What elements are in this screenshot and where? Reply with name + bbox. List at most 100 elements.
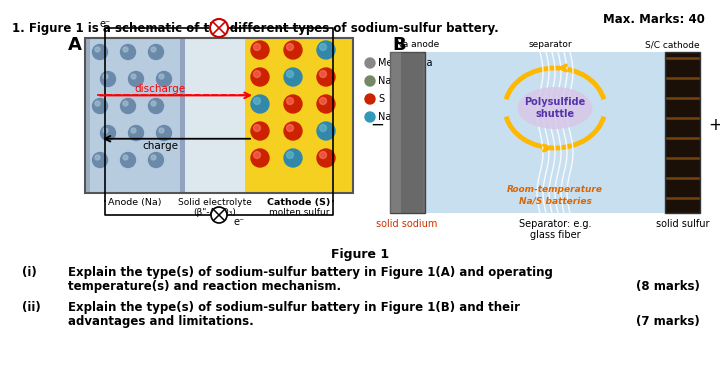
Circle shape xyxy=(287,125,294,131)
Circle shape xyxy=(103,128,108,133)
Text: e⁻: e⁻ xyxy=(234,217,245,227)
Circle shape xyxy=(120,45,135,59)
Text: e⁻: e⁻ xyxy=(99,19,110,29)
Text: Explain the type(s) of sodium-sulfur battery in Figure 1(A) and operating: Explain the type(s) of sodium-sulfur bat… xyxy=(68,266,553,279)
Circle shape xyxy=(131,74,136,79)
Text: Explain the type(s) of sodium-sulfur battery in Figure 1(B) and their: Explain the type(s) of sodium-sulfur bat… xyxy=(68,301,520,314)
Circle shape xyxy=(95,101,100,106)
Bar xyxy=(85,38,353,193)
Circle shape xyxy=(320,43,326,51)
Text: (ii): (ii) xyxy=(22,301,41,314)
Circle shape xyxy=(320,70,326,77)
Circle shape xyxy=(251,41,269,59)
Text: advantages and limitations.: advantages and limitations. xyxy=(68,315,253,328)
Circle shape xyxy=(317,149,335,167)
Circle shape xyxy=(365,76,375,86)
Circle shape xyxy=(92,152,107,168)
Text: Anode (Na): Anode (Na) xyxy=(108,198,162,207)
Circle shape xyxy=(284,122,302,140)
Text: charge: charge xyxy=(142,141,178,151)
Text: 1. Figure 1 is a schematic of the different types of sodium-sulfur battery.: 1. Figure 1 is a schematic of the differ… xyxy=(12,22,499,35)
Text: glass fiber: glass fiber xyxy=(530,230,580,240)
Text: Room-temperature: Room-temperature xyxy=(507,185,603,194)
Text: Polysulfide: Polysulfide xyxy=(524,97,585,107)
Text: (8 marks): (8 marks) xyxy=(636,280,700,293)
Text: discharge: discharge xyxy=(135,84,186,94)
Circle shape xyxy=(365,58,375,68)
Bar xyxy=(412,52,423,213)
Circle shape xyxy=(253,43,261,51)
Circle shape xyxy=(120,152,135,168)
Bar xyxy=(245,38,353,193)
Circle shape xyxy=(251,122,269,140)
Circle shape xyxy=(101,125,115,141)
Circle shape xyxy=(211,207,227,223)
Bar xyxy=(85,38,185,193)
Bar xyxy=(390,52,425,213)
Circle shape xyxy=(95,47,100,52)
Text: Na₂S₄: Na₂S₄ xyxy=(378,112,405,122)
Text: +: + xyxy=(708,116,720,134)
Text: Separator: e.g.: Separator: e.g. xyxy=(518,219,591,229)
Circle shape xyxy=(148,99,163,114)
Circle shape xyxy=(131,128,136,133)
Circle shape xyxy=(251,68,269,86)
Circle shape xyxy=(128,72,143,86)
Text: A: A xyxy=(68,36,82,54)
Circle shape xyxy=(103,74,108,79)
Circle shape xyxy=(365,94,375,104)
Bar xyxy=(390,52,401,213)
Circle shape xyxy=(148,152,163,168)
Circle shape xyxy=(365,112,375,122)
Text: B: B xyxy=(392,36,405,54)
Text: −: − xyxy=(370,116,384,134)
Text: separator: separator xyxy=(528,40,572,49)
Circle shape xyxy=(159,128,164,133)
Text: molten sulfur: molten sulfur xyxy=(269,208,329,217)
Text: solid sulfur: solid sulfur xyxy=(656,219,710,229)
Circle shape xyxy=(317,41,335,59)
Text: solid sodium: solid sodium xyxy=(377,219,438,229)
Circle shape xyxy=(287,70,294,77)
Circle shape xyxy=(287,152,294,158)
Text: S/C cathode: S/C cathode xyxy=(644,40,699,49)
Text: temperature(s) and reaction mechanism.: temperature(s) and reaction mechanism. xyxy=(68,280,341,293)
Circle shape xyxy=(151,155,156,160)
Circle shape xyxy=(320,98,326,104)
Text: (7 marks): (7 marks) xyxy=(636,315,700,328)
Circle shape xyxy=(317,122,335,140)
Text: Metallic Na: Metallic Na xyxy=(378,58,433,68)
Bar xyxy=(180,38,185,193)
Bar xyxy=(665,52,700,213)
Circle shape xyxy=(251,149,269,167)
Circle shape xyxy=(317,68,335,86)
Bar xyxy=(185,38,245,193)
Circle shape xyxy=(120,99,135,114)
Circle shape xyxy=(253,152,261,158)
Circle shape xyxy=(251,95,269,113)
Text: Max. Marks: 40: Max. Marks: 40 xyxy=(603,13,705,26)
Circle shape xyxy=(210,19,228,37)
Circle shape xyxy=(123,47,128,52)
Circle shape xyxy=(156,72,171,86)
Circle shape xyxy=(159,74,164,79)
Text: (β"-Al₂O₃): (β"-Al₂O₃) xyxy=(194,208,236,217)
Circle shape xyxy=(287,98,294,104)
Text: (i): (i) xyxy=(22,266,37,279)
Circle shape xyxy=(253,125,261,131)
Circle shape xyxy=(253,70,261,77)
Bar xyxy=(85,38,90,193)
Text: Cathode (S): Cathode (S) xyxy=(267,198,330,207)
Ellipse shape xyxy=(518,87,593,129)
Bar xyxy=(401,52,412,213)
Text: Na/S batteries: Na/S batteries xyxy=(518,197,591,206)
Circle shape xyxy=(317,95,335,113)
Text: S: S xyxy=(378,94,384,104)
Circle shape xyxy=(287,43,294,51)
Circle shape xyxy=(253,98,261,104)
Circle shape xyxy=(123,155,128,160)
Circle shape xyxy=(128,125,143,141)
Text: Solid electrolyte: Solid electrolyte xyxy=(178,198,252,207)
Circle shape xyxy=(151,47,156,52)
Circle shape xyxy=(95,155,100,160)
